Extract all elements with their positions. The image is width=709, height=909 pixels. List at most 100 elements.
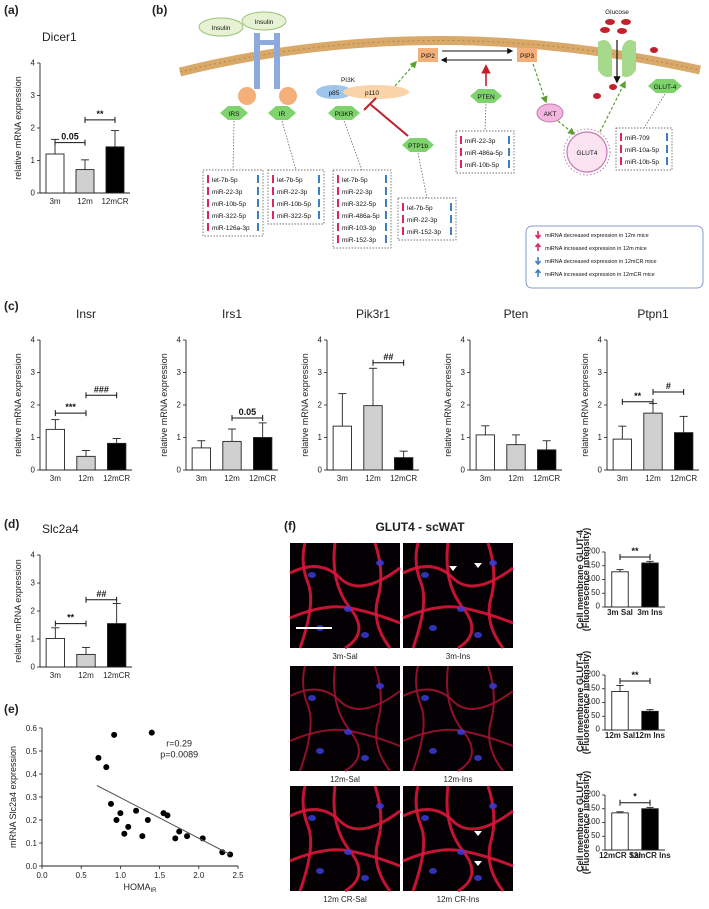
x-tick-label: 3m Ins [637,608,663,617]
up-12mcr-arrow-icon [385,199,387,207]
micrograph-3 [289,665,401,772]
y-tick-label: 0 [31,466,36,475]
up-12mcr-arrow-icon [666,157,668,165]
microscopy-title: GLUT4 - scWAT [375,520,465,534]
glucose-molecules [593,19,658,99]
down-12m-arrow-icon [620,133,622,141]
y-axis-label: (Fluorescence intensity) [581,651,591,755]
mirna-box-irs: let-7b-5p miR-22-3p miR-10b-5p miR-322-5p mi… [202,120,264,237]
up-12mcr-arrow-icon [385,175,387,183]
chart-title: Pten [504,307,529,321]
down-12m-arrow-icon [402,215,404,223]
glut4-transporter [598,40,636,78]
y-tick-label: 0.5 [26,747,38,756]
y-tick-label: 200 [587,670,601,679]
scatter-point [125,823,132,830]
glucose-label: Glucose [605,9,629,16]
bar-12mcr-ins [641,808,659,851]
akt-to-vesicle-arrow [557,120,576,135]
y-tick-label: 3 [31,368,36,377]
y-tick-label: 0 [596,845,601,854]
bar-12mcr [394,457,414,471]
insulin-molecule-1 [198,17,244,37]
mirna-name: miR-486a-5p [342,213,380,220]
y-tick-label: 2 [598,401,603,410]
x-axis-label: HOMAIR [124,882,158,894]
mirna-name: let-7b-5p [342,177,368,184]
down-12m-arrow-icon [272,175,274,183]
chart-c4: Pten 0 1 2 3 4 relative mRNA expression 3m 12m 12… [443,307,562,483]
x-tick-label: 12mCR [101,197,128,206]
scatter-point [176,828,183,835]
mirna-connector-pten [484,103,487,132]
x-tick-label: 3m [480,474,491,483]
significance-label: ** [96,109,104,119]
up-12mcr-arrow-icon [385,235,387,243]
pip3-label: PIP3 [520,53,534,60]
p110-label: p110 [365,90,379,97]
micrograph-4 [402,665,514,772]
bar-12mcr [107,623,127,668]
y-tick-label: 0.6 [26,724,38,733]
white-arrowhead-icon [474,831,482,836]
mirna-name: miR-22-3p [212,189,243,196]
chart-a: Dicer1 0 1 2 3 4 relative mRNA expression 3m 12m… [13,30,130,206]
pi3k-to-pip2-arrow [394,60,417,87]
up-12mcr-arrow-icon [318,199,320,207]
x-tick-label: 3m Sal [607,608,633,617]
chart-c2: Irs1 0 1 2 3 4 relative mRNA expression 3m 12m 12… [159,307,278,483]
panel-label-a: (a) [4,3,19,17]
mirna-name: miR-10b-5p [625,159,659,166]
mirna-name: miR-126a-3p [212,225,250,232]
pi3k-label: PI3K [341,77,356,84]
scatter-point [164,812,171,819]
down-12m-arrow-icon [402,227,404,235]
micrograph-label: 12m-Sal [330,775,360,784]
mirna-name: miR-10a-5p [625,147,659,154]
p85-subunit [316,85,352,99]
y-tick-label: 4 [31,336,36,345]
down-12m-arrow-icon [272,199,274,207]
legend-entry: miRNA increased expression in 12mCR mice [545,272,655,278]
y-tick-label: 2 [177,401,182,410]
y-tick-label: 3 [598,368,603,377]
down-12m-arrow-icon [207,211,209,219]
y-tick-label: 0.2 [26,816,38,825]
y-axis-label: (Fluorescence intensity) [581,528,591,632]
y-tick-label: 1 [318,433,323,442]
y-tick-label: 0 [177,466,182,475]
mirna-name: miR-22-3p [407,217,438,224]
y-tick-label: 0 [596,725,601,734]
mirna-name: miR-22-3p [277,189,308,196]
up-12mcr-arrow-icon [318,175,320,183]
y-tick-label: 2 [31,124,36,133]
x-tick-label: 3m [50,671,61,680]
y-tick-label: 0 [31,663,36,672]
glut4-node: GLUT-4 [648,79,682,93]
y-axis-label: Cell membrane GLUT-4 [575,773,585,872]
mirna-box-ptp1b: let-7b-5p miR-22-3p miR-152-3p [397,152,457,241]
white-arrowhead-icon [449,566,457,571]
y-tick-label: 0 [318,466,323,475]
down-12m-arrow-icon [207,223,209,231]
x-tick-label: 12mCR Ins [629,851,671,860]
x-tick-label: 3m [617,474,628,483]
up-12mcr-arrow-icon [257,187,259,195]
y-tick-label: 200 [587,547,601,556]
akt-label: AKT [544,111,557,118]
up-12mcr-arrow-icon [257,175,259,183]
regression-line [96,785,231,855]
y-axis-label: mRNA Slc2a4 expression [8,746,18,848]
legend-entry: miRNA decreased expression in 12mCR mice [545,259,657,265]
x-tick-label: 3m [196,474,207,483]
x-tick-label: 2.0 [193,871,205,880]
down-12m-arrow-icon [207,199,209,207]
ir-node: IR [268,106,296,120]
legend-entry: miRNA increased expression in 12m mice [545,246,647,252]
panel-label-d: (d) [4,517,19,531]
x-tick-label: 3m [337,474,348,483]
up-12mcr-arrow-icon [257,211,259,219]
chart-title: Pik3r1 [356,307,390,321]
white-arrowhead-icon [474,861,482,866]
cell-membrane-inner [179,40,701,73]
